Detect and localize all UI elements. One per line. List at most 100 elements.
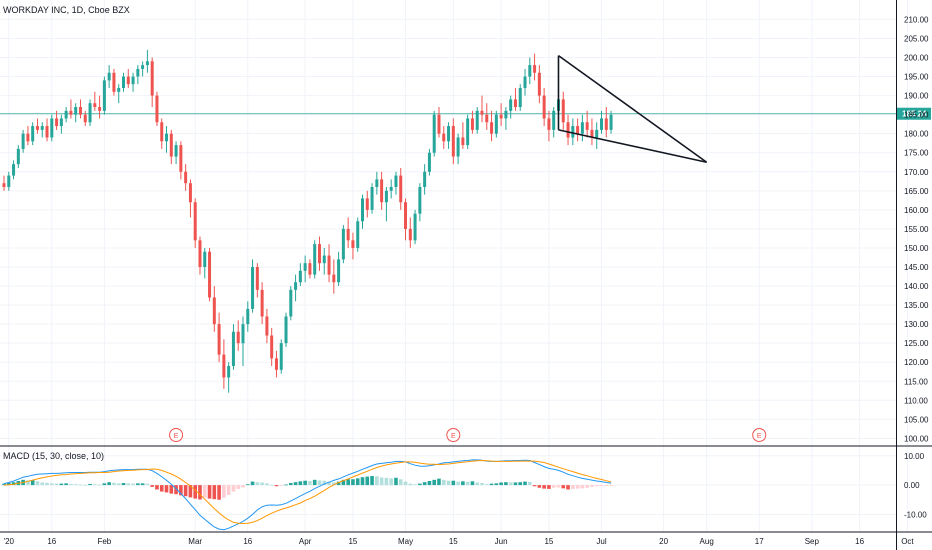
candle-body — [12, 164, 16, 176]
macd-histogram-bar — [136, 483, 140, 486]
macd-histogram-bar — [475, 482, 480, 486]
macd-histogram-bar — [164, 485, 169, 493]
macd-histogram-bar — [69, 483, 73, 486]
candle-body — [298, 270, 302, 283]
candle-body — [485, 114, 489, 123]
macd-histogram-bar — [432, 479, 436, 486]
macd-histogram-bar — [494, 483, 499, 486]
macd-histogram-bar — [30, 480, 35, 486]
candle-body — [160, 122, 164, 142]
macd-histogram-bar — [26, 480, 30, 486]
candle-body — [64, 110, 68, 119]
macd-tick-label: 10.00 — [904, 452, 925, 461]
candle-body — [255, 266, 259, 290]
macd-histogram-bar — [317, 480, 322, 486]
candle-body — [576, 126, 580, 134]
macd-histogram-bar — [312, 479, 317, 486]
earnings-marker — [169, 428, 184, 442]
symbol-legend[interactable]: WORKDAY INC, 1D, Cboe BZX — [3, 5, 130, 15]
macd-histogram-bar — [451, 480, 456, 486]
candle-body — [542, 95, 546, 119]
macd-histogram-bar — [250, 481, 255, 486]
candle-body — [145, 61, 149, 66]
macd-pane[interactable] — [2, 459, 613, 531]
price-pane[interactable]: 185.24 E E E — [0, 49, 931, 442]
time-tick-label: '20 — [4, 537, 15, 546]
candle-body — [59, 118, 63, 127]
candle-body — [294, 282, 298, 290]
candle-body — [212, 297, 216, 325]
candle-body — [174, 145, 178, 157]
macd-legend[interactable]: MACD (15, 30, close, 10) — [3, 451, 105, 461]
macd-histogram-bar — [265, 483, 269, 486]
candle-body — [317, 244, 321, 264]
macd-histogram-bar — [528, 481, 532, 486]
macd-histogram-bar — [289, 483, 293, 486]
price-tick-label: 140.00 — [904, 282, 929, 291]
candle-body — [561, 99, 565, 123]
candle-body — [322, 255, 326, 264]
macd-histogram-bar — [489, 483, 494, 486]
candle-body — [571, 126, 575, 138]
candle-body — [341, 228, 345, 260]
macd-histogram-bar — [231, 485, 236, 492]
price-tick-label: 100.00 — [904, 434, 929, 443]
time-tick-label: Sep — [805, 537, 820, 546]
price-tick-label: 115.00 — [904, 377, 928, 386]
macd-histogram-bar — [542, 485, 546, 489]
macd-histogram-bar — [112, 482, 116, 486]
macd-histogram-bar — [556, 485, 561, 488]
candle-body — [98, 107, 102, 111]
candle-body — [423, 171, 427, 188]
macd-histogram-bar — [50, 483, 54, 486]
candle-body — [518, 87, 522, 108]
candle-body — [461, 137, 465, 146]
macd-histogram-bar — [83, 484, 88, 486]
candle-body — [217, 324, 221, 355]
candle-body — [399, 175, 403, 203]
candle-body — [499, 114, 503, 119]
candle-body — [533, 65, 537, 73]
candle-body — [45, 126, 49, 138]
macd-histogram-bar — [73, 484, 78, 486]
macd-histogram-bar — [93, 484, 97, 486]
candle-body — [88, 103, 92, 123]
macd-histogram-bar — [116, 483, 121, 486]
candle-body — [126, 76, 130, 85]
macd-histogram-bar — [179, 485, 183, 496]
candle-body — [552, 110, 556, 130]
macd-histogram-bar — [604, 485, 609, 486]
candle-body — [413, 213, 417, 241]
candle-body — [447, 126, 451, 142]
candle-body — [337, 259, 341, 283]
candle-body — [427, 152, 431, 172]
candle-body — [404, 202, 408, 229]
macd-histogram-bar — [54, 483, 59, 486]
macd-histogram-bar — [571, 485, 575, 489]
time-tick-label: Oct — [901, 537, 914, 546]
candle-body — [2, 183, 6, 188]
candle-body — [356, 221, 360, 248]
macd-histogram-bar — [484, 484, 489, 486]
candle-body — [117, 87, 121, 92]
macd-histogram-bar — [518, 482, 523, 486]
macd-histogram-bar — [188, 485, 193, 498]
candle-body — [600, 118, 603, 130]
candle-body — [361, 198, 364, 222]
price-tick-label: 190.00 — [904, 92, 929, 101]
candle-body — [50, 118, 54, 138]
candle-body — [141, 65, 145, 69]
macd-histogram-bar — [456, 481, 460, 486]
candle-body — [208, 251, 212, 298]
candle-body — [284, 316, 288, 344]
price-tick-label: 180.00 — [904, 130, 929, 139]
candle-body — [155, 95, 159, 123]
candle-body — [384, 190, 388, 203]
candle-body — [523, 76, 527, 88]
candle-body — [394, 175, 398, 188]
macd-histogram-bar — [365, 476, 370, 486]
candle-body — [102, 80, 106, 111]
macd-histogram-bar — [437, 478, 441, 486]
candle-body — [78, 107, 82, 115]
macd-histogram-bar — [183, 485, 188, 497]
